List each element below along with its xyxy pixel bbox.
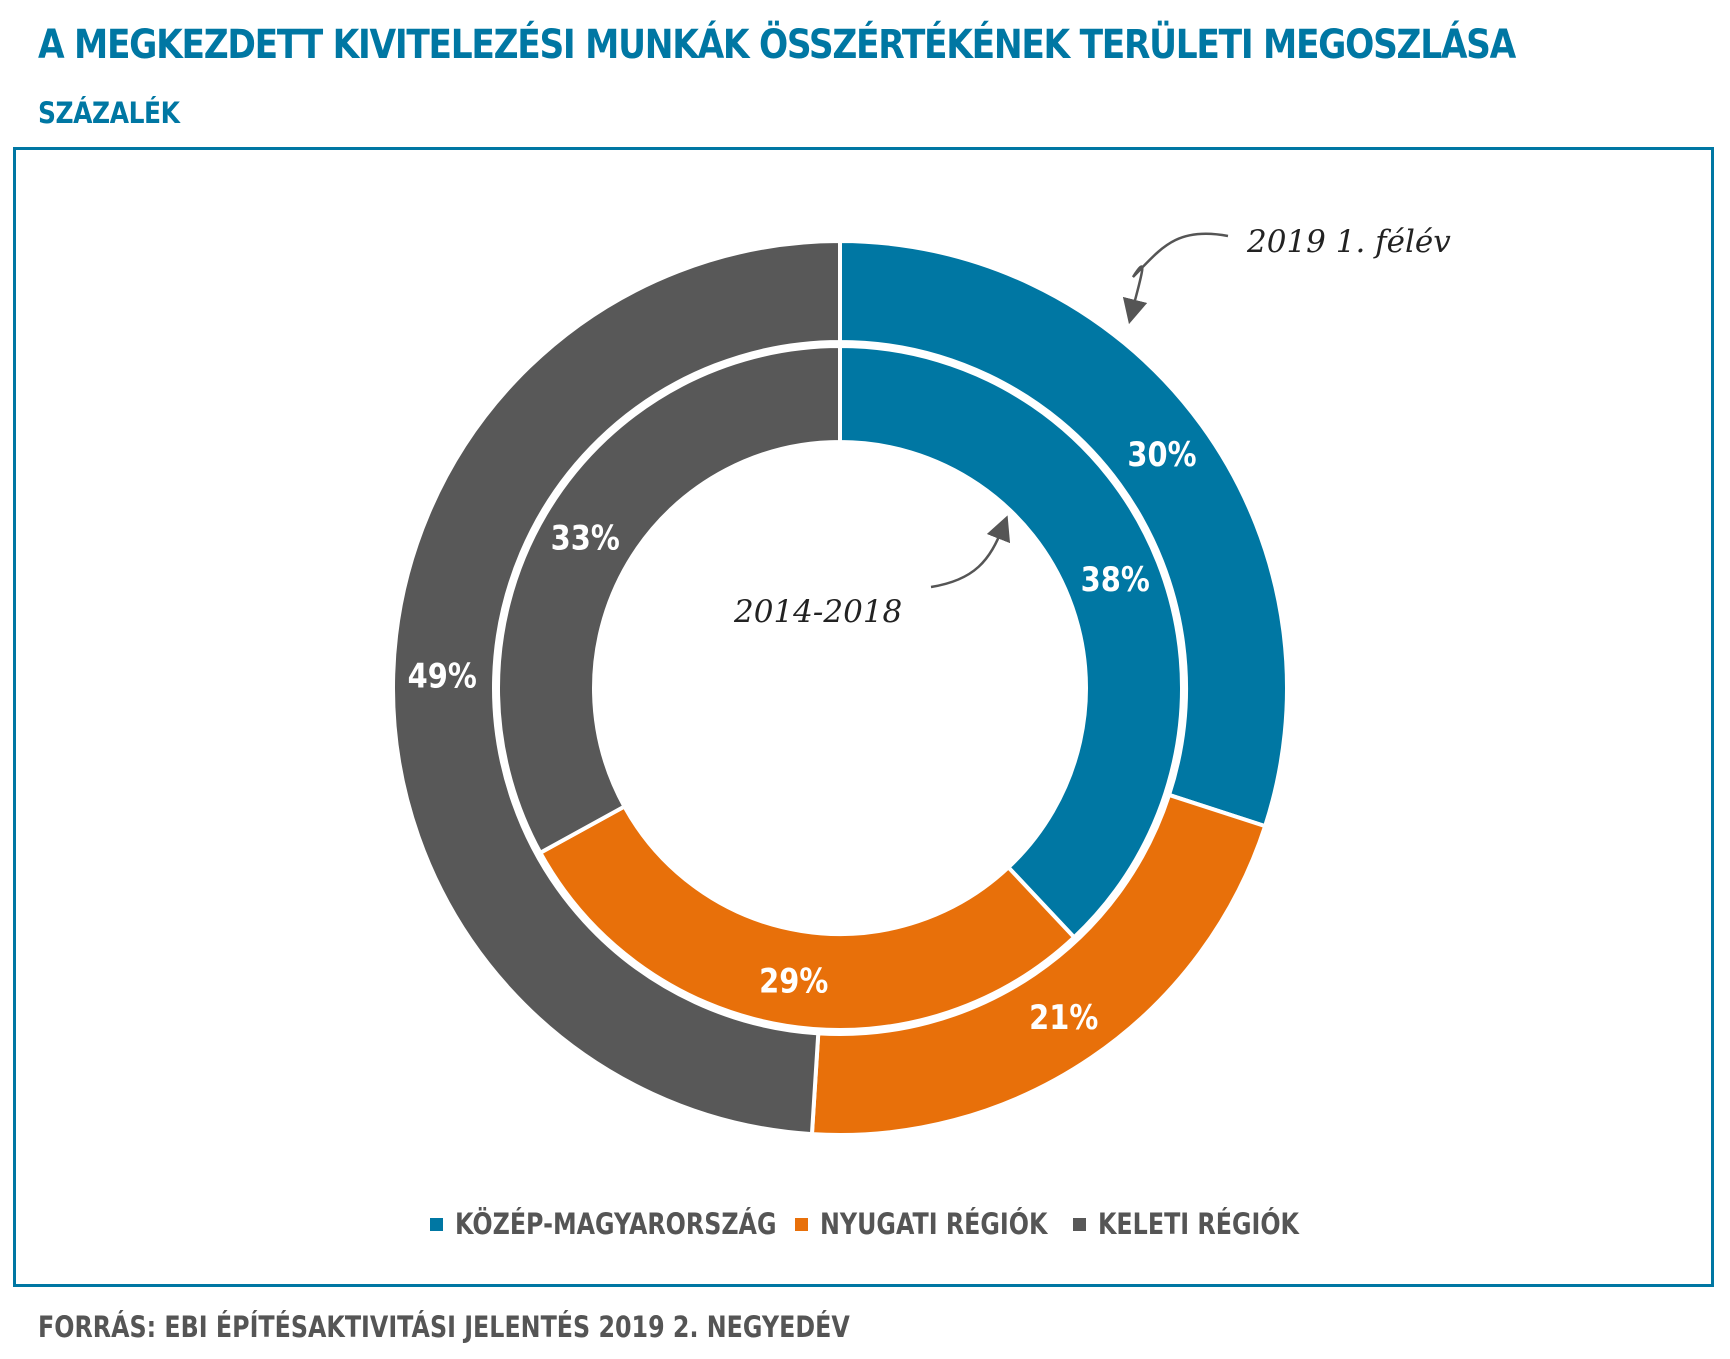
chart-subtitle: SZÁZALÉK bbox=[38, 96, 180, 130]
outer-slice-keleti bbox=[390, 238, 842, 1137]
annotation-inner-text: 2014-2018 bbox=[733, 594, 902, 630]
legend-item-keleti: KELETI RÉGIÓK bbox=[1073, 1207, 1343, 1241]
inner-slice-nyugati bbox=[537, 803, 1077, 1033]
legend-label-nyugati: NYUGATI RÉGIÓK bbox=[820, 1207, 1048, 1241]
value-labels: 30% 21% 49% 38% 29% 33% bbox=[408, 436, 1197, 1038]
inner-ring bbox=[496, 343, 1184, 1033]
annotation-outer-arrow bbox=[1122, 232, 1229, 325]
inner-slice-keleti bbox=[496, 343, 842, 856]
legend-label-keleti: KELETI RÉGIÓK bbox=[1098, 1207, 1299, 1241]
legend-swatch-kozep bbox=[430, 1217, 443, 1231]
legend-item-kozep: KÖZÉP-MAGYARORSZÁG bbox=[430, 1207, 847, 1241]
legend-swatch-nyugati bbox=[795, 1217, 808, 1231]
legend-item-nyugati: NYUGATI RÉGIÓK bbox=[795, 1207, 1097, 1241]
chart-title: A MEGKEZDETT KIVITELEZÉSI MUNKÁK ÖSSZÉRT… bbox=[38, 22, 1516, 68]
inner-label-kozep: 38% bbox=[1081, 561, 1150, 600]
outer-slice-kozep bbox=[838, 238, 1289, 829]
outer-ring bbox=[390, 238, 1289, 1137]
inner-label-keleti: 33% bbox=[551, 519, 620, 558]
inner-slice-kozep bbox=[838, 343, 1184, 941]
outer-label-keleti: 49% bbox=[408, 657, 477, 696]
annotation-inner: 2014-2018 bbox=[733, 515, 1011, 630]
outer-label-nyugati: 21% bbox=[1029, 999, 1098, 1038]
chart-legend: KÖZÉP-MAGYARORSZÁG NYUGATI RÉGIÓK KELETI… bbox=[0, 1207, 1730, 1247]
legend-swatch-keleti bbox=[1073, 1217, 1086, 1231]
outer-label-kozep: 30% bbox=[1127, 436, 1196, 475]
legend-label-kozep: KÖZÉP-MAGYARORSZÁG bbox=[455, 1207, 777, 1241]
annotation-outer: 2019 1. félév bbox=[1122, 224, 1451, 325]
source-note: FORRÁS: EBI ÉPÍTÉSAKTIVITÁSI JELENTÉS 20… bbox=[38, 1310, 850, 1344]
annotation-outer-text: 2019 1. félév bbox=[1246, 224, 1451, 260]
annotation-inner-arrow bbox=[930, 515, 1011, 589]
chart-frame bbox=[13, 147, 1714, 1287]
inner-label-nyugati: 29% bbox=[759, 962, 828, 1001]
